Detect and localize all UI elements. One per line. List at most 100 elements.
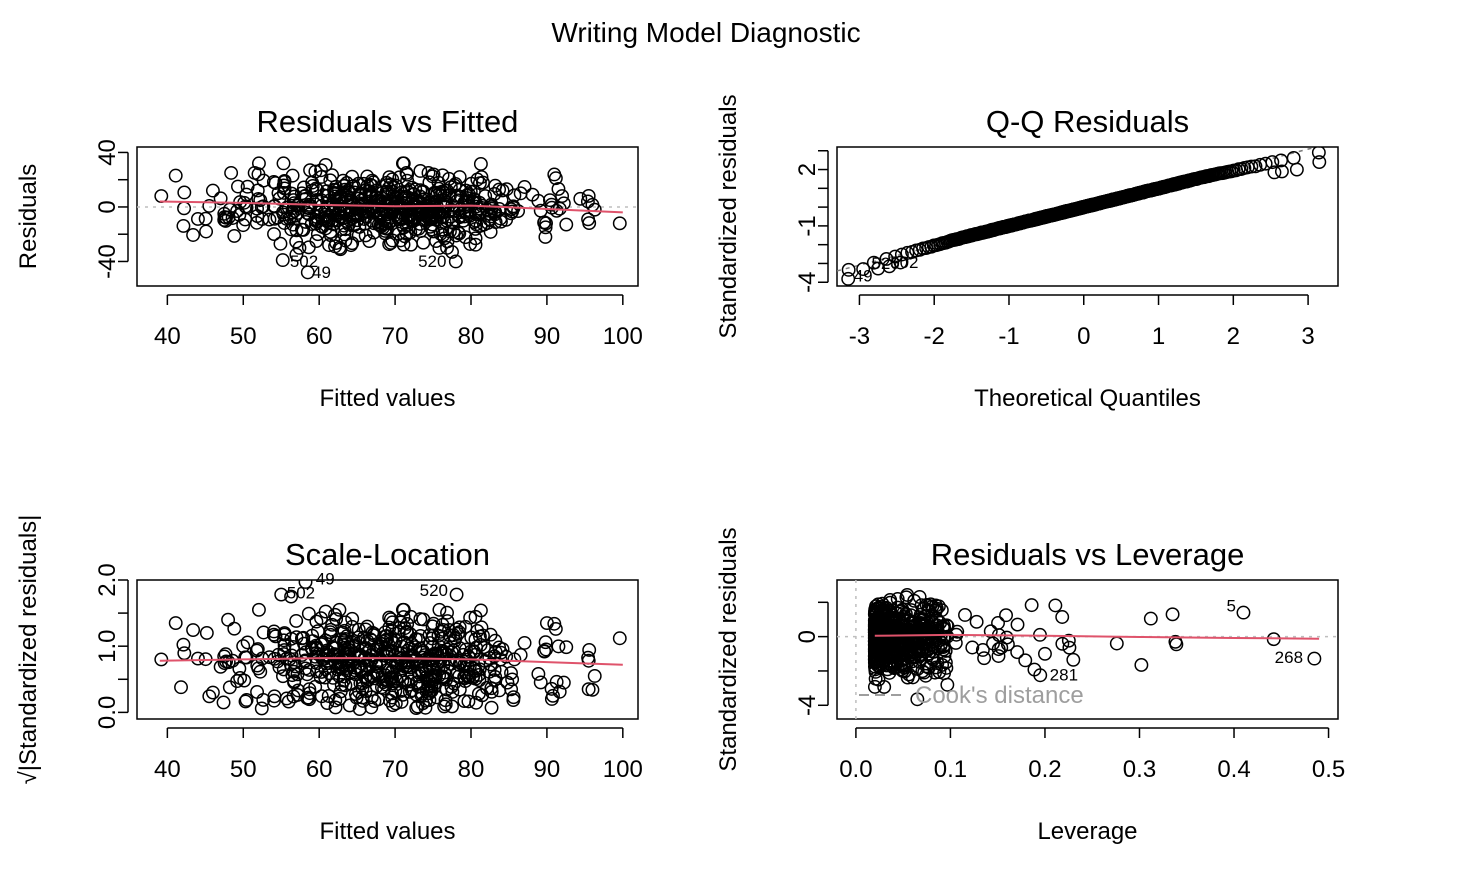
data-point [1062,640,1077,655]
data-point [314,163,328,178]
data-point [416,612,431,627]
data-point [360,619,375,634]
data-point [1307,651,1322,666]
data-point [304,217,319,231]
data-point [546,688,560,703]
data-point [897,641,912,656]
data-point [332,189,347,204]
data-point [916,618,931,633]
data-point [435,631,450,646]
point-id-label: 520 [871,254,899,273]
data-point [919,659,934,674]
cooks-distance-legend-label: Cook's distance [915,682,1084,709]
data-point [468,632,483,647]
y-tick-label: 40 [94,139,121,166]
data-point [352,201,367,216]
x-tick-label: 90 [534,323,561,350]
data-point [435,617,450,632]
data-point [227,621,242,636]
data-point [308,641,323,656]
y-tick-label: -1 [794,215,821,236]
data-point [190,651,205,666]
data-point [301,606,316,621]
data-point [468,221,483,236]
data-point [309,614,324,629]
data-point [426,628,441,643]
data-point [468,664,483,678]
plot-area [837,580,1338,719]
data-point [421,165,436,180]
data-point [321,213,336,228]
data-point [1000,637,1015,652]
data-point [276,156,291,171]
data-point [582,216,597,231]
x-axis-label: Fitted values [319,385,455,412]
data-point [396,602,411,617]
data-point [445,699,459,714]
data-point [377,202,392,217]
data-point [267,227,281,241]
data-point [289,247,304,262]
panel-title: Residuals vs Fitted [257,104,519,139]
data-point [279,691,294,706]
data-point [869,606,884,621]
data-point [416,235,431,250]
y-axis-label: Residuals [15,164,42,269]
data-point [284,222,299,237]
data-point [268,176,283,190]
panel-scale-location: Scale-Location Fitted values √|Standardize… [15,515,643,845]
data-point [352,702,367,717]
data-point [286,664,301,679]
data-point [424,684,439,699]
data-point [488,644,503,659]
data-point [216,695,231,710]
panel-qq: Q-Q Residuals Theoretical Quantiles Standa… [715,94,1339,412]
data-point [869,655,884,669]
plot-frame [136,579,639,720]
data-point [581,682,596,697]
data-point [396,237,411,252]
data-point [400,173,415,188]
data-point [177,646,192,661]
data-point [239,693,254,707]
data-point [251,167,266,182]
data-point [436,209,451,224]
data-point [437,188,452,203]
data-point [548,171,563,186]
data-point [328,700,343,715]
data-point [449,587,464,602]
data-point [1010,617,1025,632]
x-tick-label: 0.3 [1123,756,1156,783]
data-point [977,651,992,666]
data-point [251,156,266,171]
data-point [388,633,403,648]
data-point [581,653,596,668]
data-point [396,610,411,625]
data-point [319,184,334,199]
data-point [874,621,889,636]
data-point [351,622,366,637]
point-id-label: 502 [890,253,918,272]
x-tick-label: 0.0 [839,756,872,783]
x-axis-label: Leverage [1037,818,1137,845]
data-point [587,202,602,217]
data-point [367,200,382,215]
data-point [897,610,911,624]
data-point [337,623,352,638]
data-point [326,670,341,685]
data-point [474,170,489,185]
data-point [413,164,428,178]
data-point [458,674,473,689]
data-point [482,664,497,679]
data-point [552,684,567,699]
data-point [369,666,384,681]
plot-area [137,156,638,280]
data-point [199,224,214,239]
data-point [1274,164,1289,179]
data-point [402,208,417,223]
data-point [531,667,546,681]
data-point [254,701,269,716]
data-point [463,610,478,625]
data-point [537,644,552,659]
data-point [1312,155,1327,169]
